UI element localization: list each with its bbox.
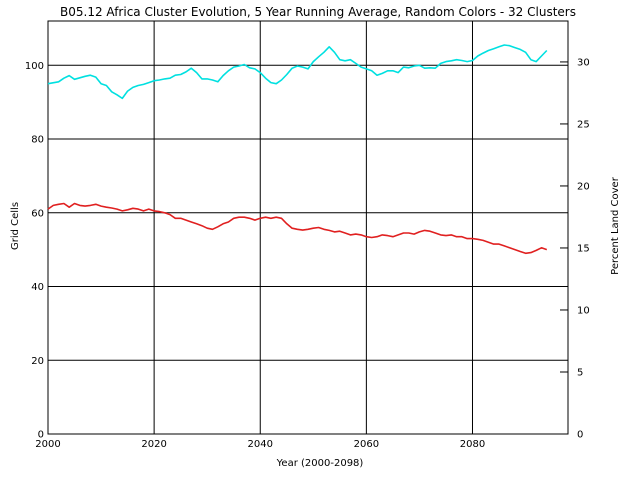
- plot-frame: [47, 20, 569, 435]
- chart-title: B05.12 Africa Cluster Evolution, 5 Year …: [60, 5, 576, 19]
- x-tick-label: 2020: [141, 439, 166, 450]
- x-axis-label: Year (2000-2098): [276, 458, 364, 469]
- y2-tick-label: 5: [577, 367, 583, 378]
- x-tick-label: 2060: [354, 439, 379, 450]
- y2-tick-label: 25: [577, 119, 590, 130]
- grid: [48, 21, 568, 434]
- y2-tick-label: 0: [577, 430, 583, 441]
- y-axis-label: Grid Cells: [10, 202, 21, 250]
- x-tick-label: 2040: [248, 439, 273, 450]
- ticks: 2000 2020 2040 2060 208002040608010005101520…: [25, 57, 590, 450]
- y-tick-label: 60: [31, 208, 44, 219]
- y-tick-label: 80: [31, 135, 44, 146]
- y-tick-label: 20: [31, 356, 44, 367]
- y2-axis-label: Percent Land Cover: [610, 176, 621, 275]
- y2-tick-label: 30: [577, 57, 590, 68]
- series-line-2: [47, 202, 548, 255]
- y-tick-label: 100: [25, 61, 44, 72]
- series-line-1: [47, 44, 548, 100]
- y-tick-label: 40: [31, 282, 44, 293]
- x-tick-label: 2080: [460, 439, 485, 450]
- x-tick-label: 2000: [35, 439, 60, 450]
- y-tick-label: 0: [38, 430, 44, 441]
- y2-tick-label: 15: [577, 243, 590, 254]
- y2-tick-label: 10: [577, 305, 590, 316]
- y2-tick-label: 20: [577, 181, 590, 192]
- series-group: [47, 44, 548, 255]
